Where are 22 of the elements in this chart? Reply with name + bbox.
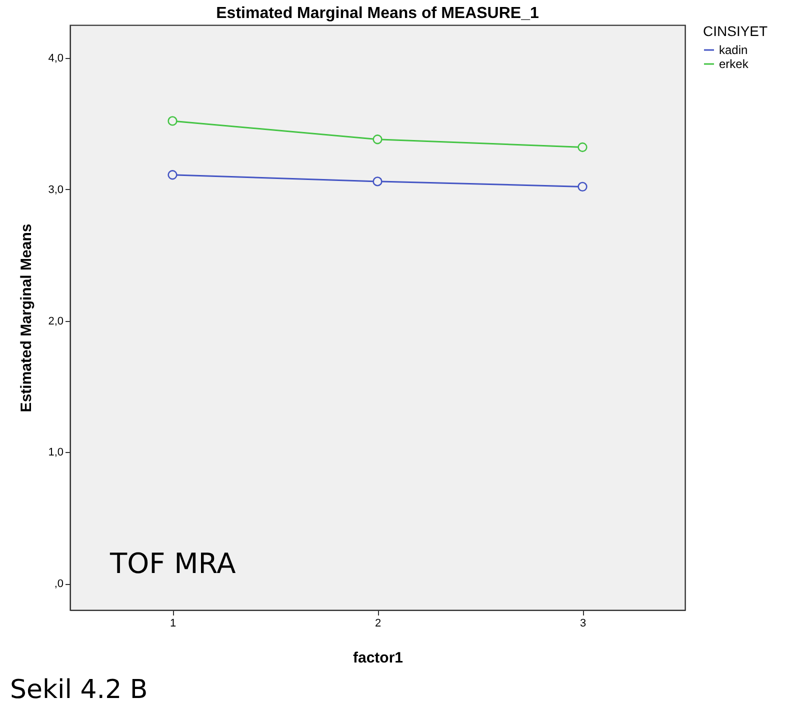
point [578,182,588,192]
annotation: TOF MRA [109,547,236,580]
legend-label: erkek [719,57,750,71]
point [168,170,178,180]
point [578,142,588,152]
x-tick-label: 3 [580,618,586,630]
x-tick-label: 1 [170,618,176,630]
x-axis-title: factor1 [352,650,404,666]
chart-title: Estimated Marginal Means of MEASURE_1 [216,5,539,22]
y-axis-title: Estimated Marginal Means [18,224,36,412]
y-tick-label: 4,0 [48,52,64,64]
y-tick-label: 2,0 [48,315,64,328]
point [372,134,382,144]
legend-title: CINSIYET [703,23,768,39]
point [372,176,382,186]
text: Sekil 4.2 B [10,675,148,705]
y-tick-label: 1,0 [48,446,64,459]
x-tick-label: 2 [374,618,382,630]
y-tick-label: ,0 [54,578,64,590]
legend-label: kadin [719,43,748,57]
point [168,116,178,126]
y-tick-label: 3,0 [48,184,64,196]
